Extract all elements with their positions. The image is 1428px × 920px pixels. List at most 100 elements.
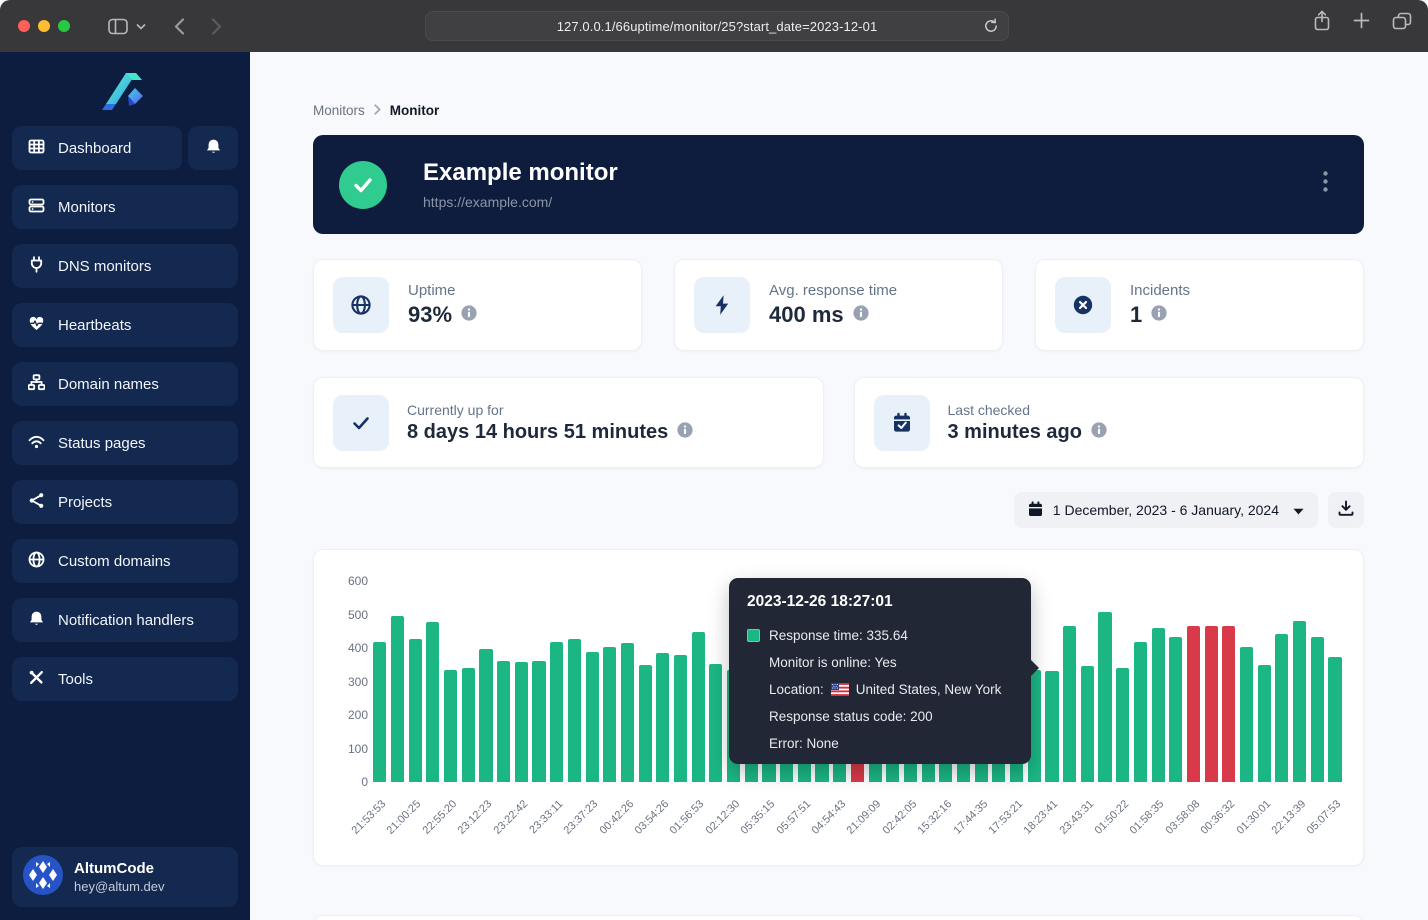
chart-bar[interactable] <box>567 639 581 782</box>
chart-bar[interactable] <box>638 664 652 782</box>
caret-down-icon <box>1293 502 1304 518</box>
info-icon[interactable] <box>1091 421 1107 443</box>
x-tick-label: 05:07:53 <box>1304 798 1344 837</box>
plug-icon <box>28 255 45 277</box>
chart-bar[interactable] <box>1328 657 1342 782</box>
sidebar-item-heartbeats[interactable]: Heartbeats <box>12 303 238 347</box>
chart-bar[interactable] <box>444 669 458 782</box>
minimize-window-button[interactable] <box>38 20 50 32</box>
sidebar-item-notification-handlers[interactable]: Notification handlers <box>12 598 238 642</box>
user-name: AltumCode <box>74 860 154 877</box>
new-tab-icon[interactable] <box>1353 12 1370 34</box>
chart-bar[interactable] <box>1116 667 1130 782</box>
chart-bar[interactable] <box>514 662 528 782</box>
tools-icon <box>28 669 45 690</box>
date-range-picker[interactable]: 1 December, 2023 - 6 January, 2024 <box>1013 492 1318 528</box>
chart-bar[interactable] <box>709 663 723 782</box>
chart-bar[interactable] <box>620 642 635 782</box>
chart-bar[interactable] <box>603 647 617 782</box>
sitemap-icon <box>27 373 46 395</box>
chart-bar[interactable] <box>408 639 422 782</box>
chart-bar[interactable] <box>1293 621 1307 782</box>
back-button[interactable] <box>174 17 185 35</box>
sidebar-item-dns-monitors[interactable]: DNS monitors <box>12 244 238 288</box>
chart-bar[interactable] <box>1310 636 1324 782</box>
chart-bar[interactable] <box>1204 626 1218 782</box>
chart-bar[interactable] <box>1151 628 1165 782</box>
chart-bar[interactable] <box>1239 646 1254 782</box>
breadcrumb-monitors-link[interactable]: Monitors <box>313 103 365 118</box>
chart-bar[interactable] <box>691 632 705 782</box>
chart-bar[interactable] <box>1045 671 1059 782</box>
chart-bar[interactable] <box>426 622 440 782</box>
response-time-chart: 0 100 200 300 400 500 600 21:53:53 21:00:25 22:5… <box>313 549 1364 866</box>
chart-bar[interactable] <box>1257 665 1271 782</box>
tooltip-row: Monitor is online: Yes <box>769 655 897 670</box>
chart-bar[interactable] <box>1186 626 1201 782</box>
chart-bar[interactable] <box>461 668 475 782</box>
chart-x-axis: 21:53:53 21:00:25 22:55:20 23:12:23 23:22:42… <box>350 790 1344 860</box>
sidebar-item-monitors[interactable]: Monitors <box>12 185 238 229</box>
sidebar-item-domain-names[interactable]: Domain names <box>12 362 238 406</box>
chart-bar[interactable] <box>1222 626 1236 782</box>
x-tick-label: 23:33:11 <box>527 798 566 837</box>
x-tick-label: 05:57:51 <box>774 798 813 837</box>
chart-bar[interactable] <box>656 653 670 782</box>
window-controls[interactable] <box>0 20 84 32</box>
share-icon[interactable] <box>1313 10 1331 36</box>
x-tick-label: 22:55:20 <box>420 798 460 837</box>
app-logo[interactable] <box>0 52 250 126</box>
chart-bar[interactable] <box>479 649 493 782</box>
zoom-window-button[interactable] <box>58 20 70 32</box>
chart-bar[interactable] <box>585 651 599 782</box>
x-tick-label: 23:43:31 <box>1057 798 1096 837</box>
chart-bar[interactable] <box>390 616 405 782</box>
chart-bar[interactable] <box>1063 626 1077 782</box>
server-icon <box>28 197 45 218</box>
chart-bar[interactable] <box>550 642 564 782</box>
chart-bar[interactable] <box>673 654 688 782</box>
tooltip-title: 2023-12-26 18:27:01 <box>747 593 893 610</box>
chevron-down-icon[interactable] <box>136 23 146 30</box>
monitor-url-link[interactable]: https://example.com/ <box>423 193 553 210</box>
breadcrumb-chevron-icon <box>374 103 381 118</box>
chart-bar[interactable] <box>1080 666 1094 782</box>
reload-icon[interactable] <box>982 17 1000 40</box>
info-icon[interactable] <box>1151 304 1167 326</box>
sidebar-item-tools[interactable]: Tools <box>12 657 238 701</box>
chart-bar[interactable] <box>532 660 546 782</box>
stat-card-uptime: Uptime 93% <box>313 259 642 351</box>
user-profile[interactable]: AltumCode hey@altum.dev <box>12 847 238 907</box>
chart-bar[interactable] <box>497 661 511 782</box>
address-bar[interactable]: 127.0.0.1/66uptime/monitor/25?start_date… <box>425 11 1009 41</box>
url-text[interactable]: 127.0.0.1/66uptime/monitor/25?start_date… <box>556 18 878 34</box>
y-tick-label: 600 <box>347 574 368 588</box>
x-tick-label: 21:00:25 <box>384 798 424 837</box>
chart-bar[interactable] <box>1098 611 1112 782</box>
chart-bar[interactable] <box>1169 636 1183 782</box>
sidebar-item-projects[interactable]: Projects <box>12 480 238 524</box>
main-content: Monitors Monitor Example monitor https:/… <box>250 52 1428 920</box>
browser-toolbar: 127.0.0.1/66uptime/monitor/25?start_date… <box>0 0 1428 52</box>
info-icon[interactable] <box>853 304 869 326</box>
sidebar-item-status-pages[interactable]: Status pages <box>12 421 238 465</box>
monitor-menu-button[interactable] <box>1319 167 1332 201</box>
chart-bar-hovered[interactable] <box>1027 669 1041 782</box>
notifications-bell-button[interactable] <box>188 126 238 170</box>
download-report-button[interactable] <box>1328 492 1364 528</box>
chart-bar[interactable] <box>1275 633 1289 782</box>
tooltip-row: Error: None <box>769 736 839 751</box>
avatar <box>23 854 63 900</box>
info-icon[interactable] <box>677 421 693 443</box>
stat-value: 400 ms <box>769 302 844 327</box>
sidebar-toggle-icon[interactable] <box>108 18 128 35</box>
tab-overview-icon[interactable] <box>1392 12 1412 35</box>
chart-bar[interactable] <box>373 641 387 782</box>
sidebar-item-label: Projects <box>58 493 113 511</box>
sidebar-item-dashboard[interactable]: Dashboard <box>12 126 182 170</box>
sidebar-item-custom-domains[interactable]: Custom domains <box>12 539 238 583</box>
x-tick-label: 23:37:23 <box>561 798 601 837</box>
chart-bar[interactable] <box>1133 642 1147 782</box>
close-window-button[interactable] <box>18 20 30 32</box>
info-icon[interactable] <box>461 304 477 326</box>
